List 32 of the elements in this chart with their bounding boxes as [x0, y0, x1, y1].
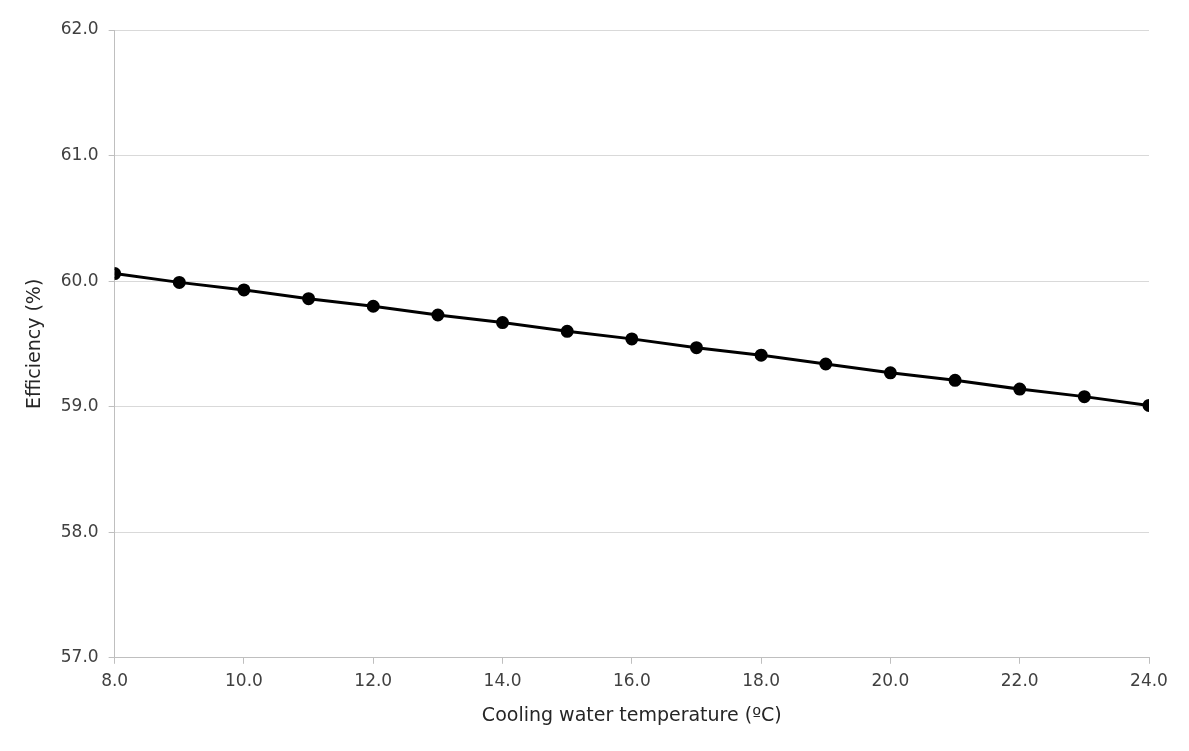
point: [883, 366, 897, 380]
point: [625, 332, 639, 346]
y-axis-title: Efficiency (%): [22, 278, 45, 410]
x-tick-label: 8.0: [101, 670, 129, 691]
x-tick-label: 12.0: [354, 670, 393, 691]
x-tick-label: 16.0: [612, 670, 651, 691]
point: [366, 299, 380, 313]
point: [431, 308, 445, 322]
x-tick-label: 14.0: [483, 670, 522, 691]
point: [689, 341, 703, 355]
point: [819, 357, 833, 371]
y-tick-label: 58.0: [60, 520, 99, 541]
x-tick-label: 22.0: [1000, 670, 1039, 691]
x-axis-title: Cooling water temperature (ºC): [481, 702, 782, 725]
point: [172, 275, 186, 289]
y-tick-label: 57.0: [60, 646, 99, 667]
y-tick-label: 59.0: [60, 395, 99, 416]
y-tick-label: 61.0: [60, 143, 99, 164]
point: [948, 373, 962, 387]
y-tick-label: 62.0: [60, 18, 99, 39]
point: [754, 348, 768, 362]
x-tick-label: 10.0: [225, 670, 263, 691]
point: [302, 292, 316, 306]
x-tick-label: 24.0: [1130, 670, 1168, 691]
point: [560, 324, 574, 338]
x-tick-label: 18.0: [742, 670, 781, 691]
x-tick-label: 20.0: [871, 670, 910, 691]
point: [1013, 382, 1027, 396]
point: [496, 316, 510, 330]
y-tick-label: 60.0: [60, 269, 99, 290]
point: [237, 283, 251, 297]
point: [1077, 390, 1091, 404]
